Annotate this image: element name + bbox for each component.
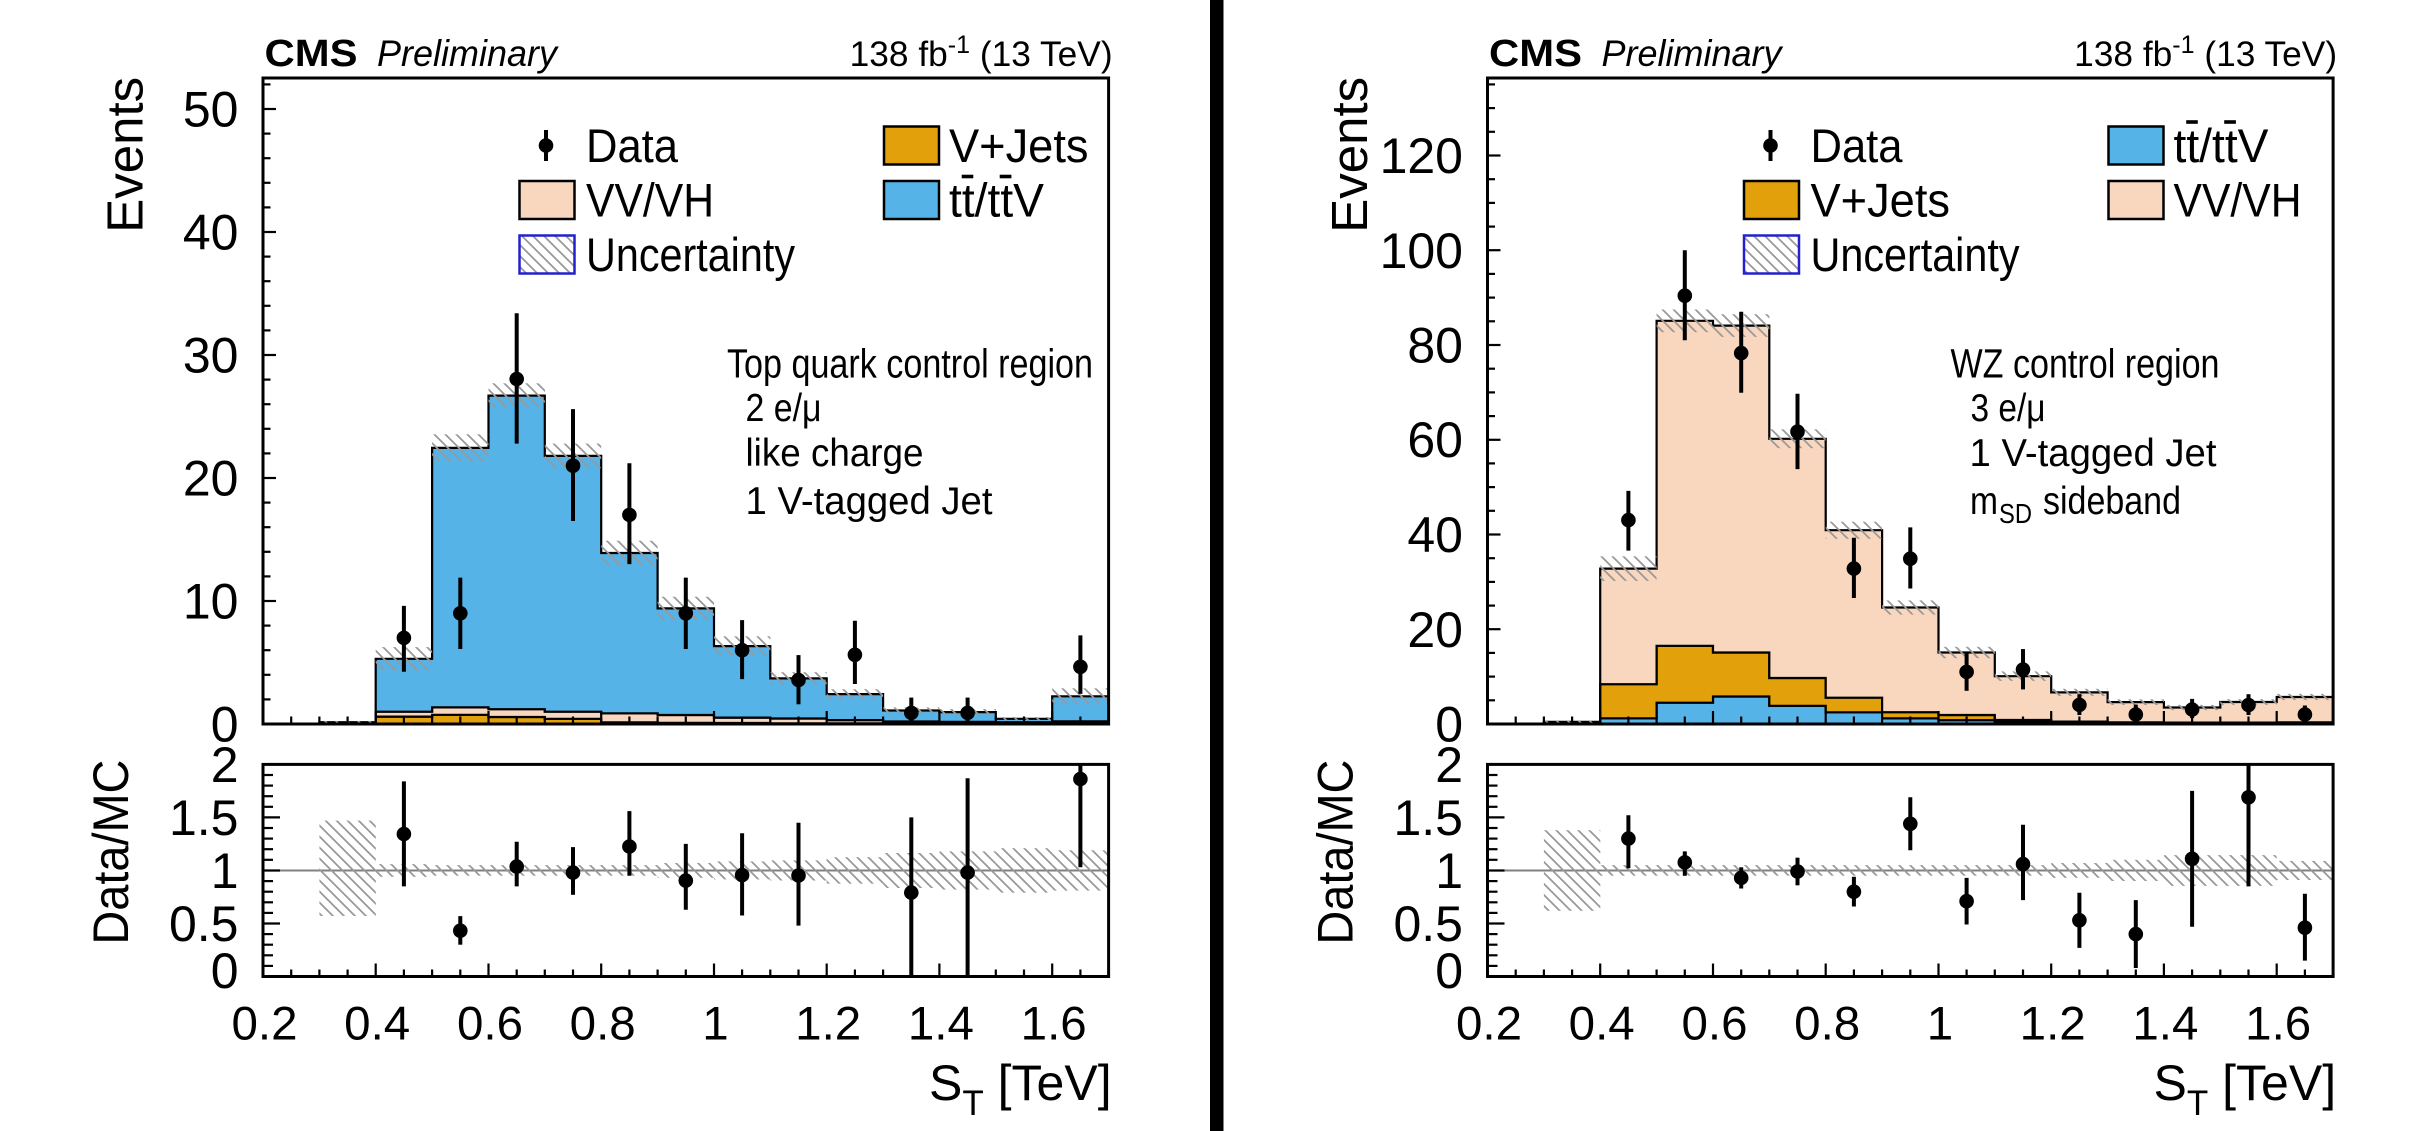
svg-text:60: 60	[1407, 412, 1463, 468]
svg-text:0.8: 0.8	[570, 998, 636, 1051]
svg-text:Top quark control region: Top quark control region	[727, 341, 1093, 387]
svg-text:V+Jets: V+Jets	[949, 119, 1089, 172]
svg-text:0.5: 0.5	[1393, 896, 1463, 952]
svg-text:138 fb-1 (13 TeV): 138 fb-1 (13 TeV)	[850, 31, 1113, 74]
svg-text:0: 0	[211, 697, 239, 753]
svg-text:50: 50	[183, 82, 239, 138]
svg-text:3 e/μ: 3 e/μ	[1971, 387, 2046, 430]
svg-text:0.4: 0.4	[344, 998, 410, 1051]
svg-text:120: 120	[1380, 128, 1463, 184]
svg-text:2: 2	[1435, 737, 1463, 793]
svg-text:VV/VH: VV/VH	[2174, 174, 2302, 227]
svg-text:tt/ttV: tt/ttV	[949, 174, 1045, 227]
svg-text:Events: Events	[1321, 77, 1378, 233]
svg-text:40: 40	[1407, 507, 1463, 563]
svg-text:WZ control region: WZ control region	[1951, 341, 2220, 387]
svg-text:0.4: 0.4	[1569, 998, 1635, 1051]
svg-text:20: 20	[183, 451, 239, 507]
svg-text:1.6: 1.6	[2245, 998, 2311, 1051]
svg-text:ST [TeV]: ST [TeV]	[2154, 1055, 2337, 1123]
svg-text:0.6: 0.6	[457, 998, 523, 1051]
svg-text:1.4: 1.4	[908, 998, 974, 1051]
svg-text:1: 1	[1927, 998, 1953, 1051]
svg-text:138 fb-1 (13 TeV): 138 fb-1 (13 TeV)	[2074, 31, 2337, 74]
svg-text:CMS: CMS	[1489, 33, 1582, 75]
svg-text:like charge: like charge	[746, 432, 924, 475]
svg-text:0.6: 0.6	[1681, 998, 1747, 1051]
svg-text:0: 0	[1435, 943, 1463, 999]
svg-text:tt/ttV: tt/ttV	[2174, 119, 2270, 172]
svg-text:0.5: 0.5	[169, 896, 239, 952]
svg-text:40: 40	[183, 205, 239, 261]
svg-text:1: 1	[1435, 843, 1463, 899]
svg-text:1.5: 1.5	[1393, 790, 1463, 846]
svg-text:CMS: CMS	[265, 33, 358, 75]
svg-text:1: 1	[702, 998, 728, 1051]
svg-text:1.6: 1.6	[1021, 998, 1087, 1051]
svg-text:1 V-tagged Jet: 1 V-tagged Jet	[746, 480, 993, 523]
svg-text:1.5: 1.5	[169, 790, 239, 846]
svg-text:2: 2	[211, 737, 239, 793]
svg-text:SD: SD	[1999, 498, 2032, 529]
svg-text:Data: Data	[586, 119, 679, 172]
svg-text:Events: Events	[97, 77, 154, 233]
svg-text:Data/MC: Data/MC	[83, 760, 139, 945]
svg-text:20: 20	[1407, 602, 1463, 658]
svg-text:Preliminary: Preliminary	[377, 33, 559, 74]
svg-text:Preliminary: Preliminary	[1602, 33, 1784, 74]
svg-text:1: 1	[211, 843, 239, 899]
svg-text:VV/VH: VV/VH	[586, 174, 714, 227]
svg-text:m: m	[1970, 480, 1998, 523]
svg-text:Data: Data	[1811, 119, 1904, 172]
svg-text:1 V-tagged Jet: 1 V-tagged Jet	[1970, 432, 2217, 475]
svg-text:0.8: 0.8	[1794, 998, 1860, 1051]
svg-text:0.2: 0.2	[1456, 998, 1522, 1051]
svg-text:1.4: 1.4	[2132, 998, 2198, 1051]
svg-text:2 e/μ: 2 e/μ	[746, 387, 822, 430]
svg-text:1.2: 1.2	[2020, 998, 2086, 1051]
svg-text:V+Jets: V+Jets	[1811, 174, 1951, 227]
svg-text:30: 30	[183, 328, 239, 384]
svg-text:Data/MC: Data/MC	[1307, 760, 1363, 945]
svg-text:80: 80	[1407, 318, 1463, 374]
svg-text:Uncertainty: Uncertainty	[586, 228, 795, 281]
svg-text:0.2: 0.2	[231, 998, 297, 1051]
svg-text:sideband: sideband	[2043, 480, 2181, 523]
svg-text:Uncertainty: Uncertainty	[1811, 228, 2020, 281]
svg-text:0: 0	[1435, 697, 1463, 753]
svg-text:10: 10	[183, 574, 239, 630]
svg-text:0: 0	[211, 943, 239, 999]
svg-text:1.2: 1.2	[795, 998, 861, 1051]
svg-text:100: 100	[1380, 223, 1463, 279]
